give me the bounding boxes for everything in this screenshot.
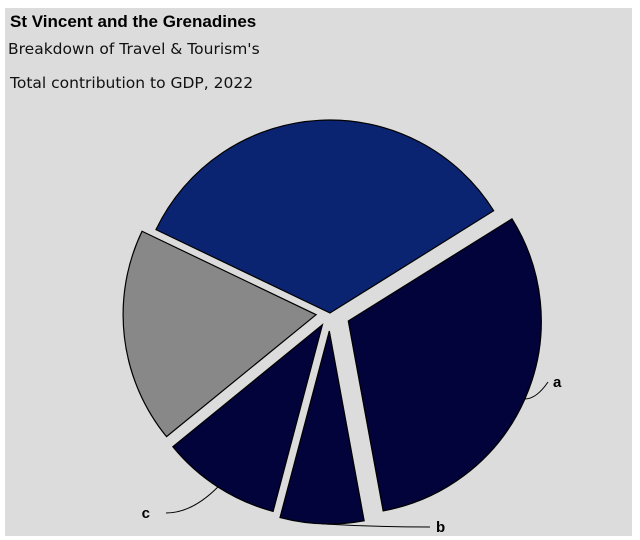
- pie-slice-unlabeled-3: [122, 230, 318, 438]
- slice-label-a: a: [553, 374, 562, 391]
- leader-line-c: [165, 486, 219, 514]
- leader-line-a: [524, 381, 549, 400]
- pie-slice-b: [279, 330, 365, 525]
- pie-slice-unlabeled-4: [155, 119, 495, 314]
- slice-label-c: c: [142, 505, 150, 522]
- pie-slice-a: [347, 217, 542, 512]
- chart-subtitle-line-1: Breakdown of Travel & Tourism's: [8, 40, 260, 58]
- pie-slice-c: [172, 323, 324, 513]
- chart-subtitle-line-2: Total contribution to GDP, 2022: [10, 74, 254, 92]
- pie-labels: a b c: [142, 374, 562, 536]
- chart-title: St Vincent and the Grenadines: [10, 12, 257, 31]
- leader-line-b: [321, 523, 431, 528]
- slice-label-b: b: [436, 519, 445, 536]
- pie-slices: [122, 119, 542, 525]
